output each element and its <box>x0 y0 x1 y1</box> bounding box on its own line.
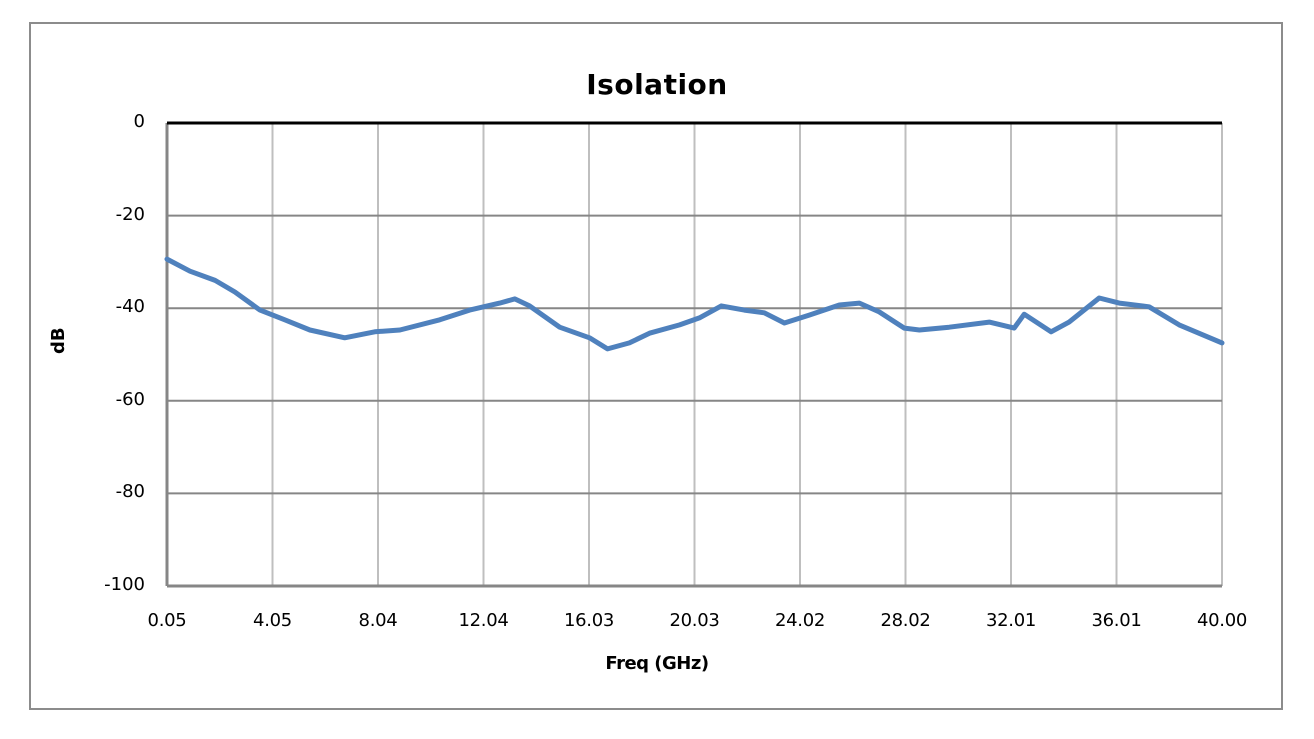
chart-frame <box>29 22 1283 710</box>
x-tick-label: 24.02 <box>774 610 826 631</box>
gridlines <box>167 123 1223 586</box>
isolation-series-line <box>164 256 1225 352</box>
y-tick-label: -60 <box>115 388 145 410</box>
y-tick-label: -100 <box>104 574 145 595</box>
chart-title: Isolation <box>586 68 728 101</box>
x-tick-label: 16.03 <box>563 610 615 631</box>
x-tick-label: 36.01 <box>1091 610 1142 631</box>
x-tick-label: 12.04 <box>458 610 509 631</box>
y-tick-label: -80 <box>115 481 145 503</box>
x-tick-label: 28.02 <box>880 610 931 631</box>
axes <box>165 121 1222 588</box>
x-tick-label: 20.03 <box>669 610 720 631</box>
x-tick-label: 8.04 <box>358 610 398 631</box>
x-axis-label: Freq (GHz) <box>605 653 709 674</box>
x-tick-label: 0.05 <box>147 610 187 631</box>
x-tick-label: 32.01 <box>985 610 1037 631</box>
y-tick-label: -20 <box>115 203 145 225</box>
y-tick-label: 0 <box>133 111 145 132</box>
x-tick-label: 4.05 <box>253 610 292 631</box>
y-tick-label: -40 <box>115 296 145 318</box>
x-tick-label: 40.00 <box>1196 610 1248 631</box>
